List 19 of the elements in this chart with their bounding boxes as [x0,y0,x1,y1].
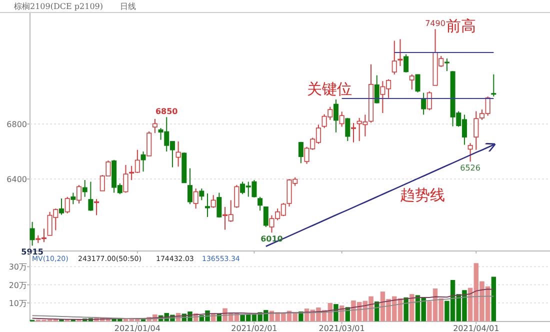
annotation: 趋势线 [400,186,445,204]
annotation: 前高 [446,17,476,35]
x-tick-label: 2021/01/04 [114,324,160,332]
y-tick-label: 6400 [6,175,27,184]
y-tick-label: 30万 [8,262,27,272]
annotation: 7490 [425,19,446,28]
y-tick-label: 6800 [6,120,27,129]
x-tick-label: 2021/02/01 [231,324,278,332]
y-tick-label: 20万 [8,280,27,290]
chart-subtitle: 日线 [120,2,136,11]
annotation: 5915 [21,248,44,257]
x-tick-label: 2021/04/01 [453,324,500,332]
chart-title: 棕榈2109(DCE p2109) [14,2,103,11]
annotation: 关键位 [307,80,352,98]
annotation: 6526 [460,164,480,173]
x-tick-label: 2021/03/01 [318,324,365,332]
annotation: 6850 [155,107,178,116]
annotation: 6010 [260,234,284,244]
y-tick-label: 10万 [8,298,27,308]
